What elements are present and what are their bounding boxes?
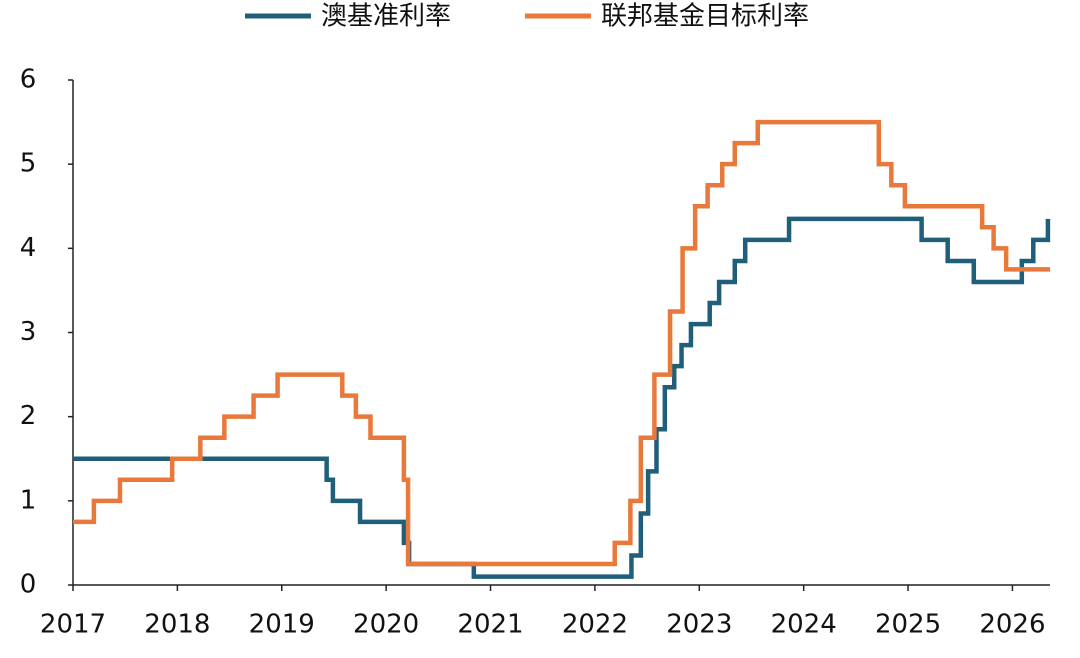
x-tick-label: 2024 <box>771 610 837 640</box>
y-tick-label: 1 <box>20 485 37 515</box>
x-tick-label: 2025 <box>875 610 941 640</box>
x-tick-label: 2018 <box>144 610 210 640</box>
y-tick-label: 5 <box>20 149 37 179</box>
x-tick-label: 2021 <box>457 610 523 640</box>
legend-label: 联邦基金目标利率 <box>601 2 809 32</box>
x-tick-label: 2026 <box>979 610 1045 640</box>
series-line <box>73 119 1050 567</box>
y-tick-label: 4 <box>20 233 37 263</box>
series-line <box>73 216 1051 579</box>
x-tick-label: 2022 <box>562 610 628 640</box>
x-tick-label: 2019 <box>249 610 315 640</box>
y-tick-label: 0 <box>20 570 37 600</box>
y-tick-label: 3 <box>20 317 37 347</box>
x-tick-label: 2017 <box>40 610 106 640</box>
x-tick-label: 2023 <box>666 610 732 640</box>
y-tick-label: 2 <box>20 401 37 431</box>
legend-label: 澳基准利率 <box>321 2 451 32</box>
y-tick-label: 6 <box>20 65 37 95</box>
x-tick-label: 2020 <box>353 610 419 640</box>
